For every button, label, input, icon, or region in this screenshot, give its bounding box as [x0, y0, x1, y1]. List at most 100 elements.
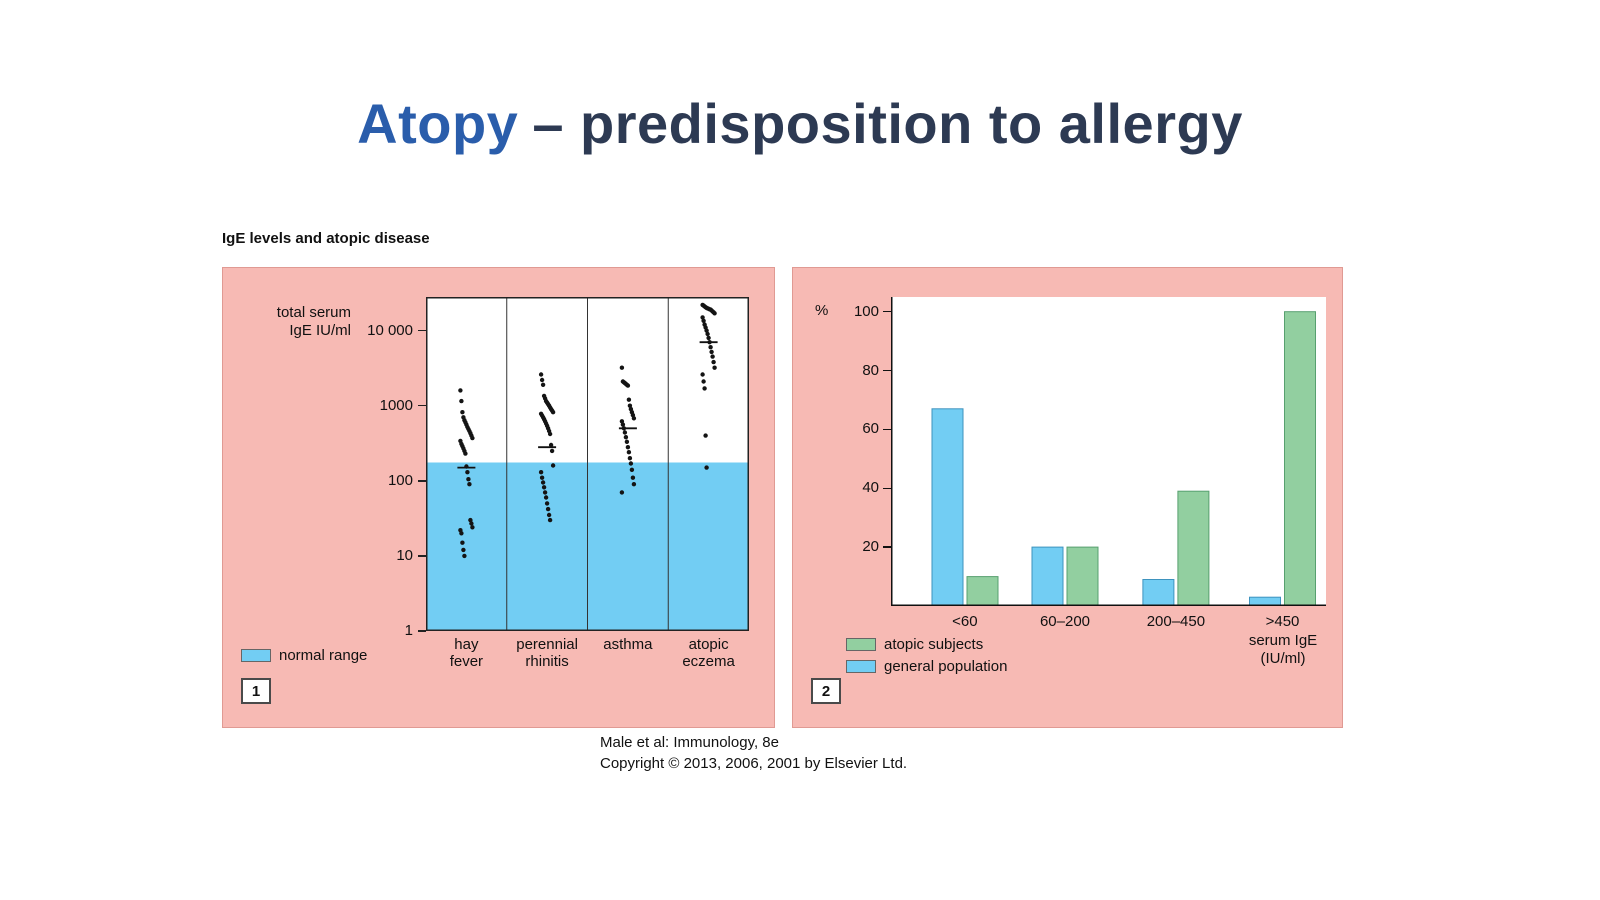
x-category-label: perennial rhinitis — [516, 636, 578, 670]
data-point — [538, 470, 544, 475]
y-tick — [418, 329, 426, 332]
figure-heading: IgE levels and atopic disease — [222, 230, 430, 247]
data-point — [547, 517, 553, 523]
data-point — [712, 311, 717, 316]
data-point — [701, 379, 706, 384]
data-point — [460, 540, 465, 545]
data-point — [550, 410, 556, 415]
bar-atopic-subjects-1 — [1066, 546, 1099, 606]
data-point — [622, 430, 628, 435]
data-point — [712, 365, 717, 370]
panel-2-number-badge: 2 — [811, 678, 841, 704]
x-category-label: <60 — [952, 613, 978, 630]
atopic-subjects-label: atopic subjects — [884, 636, 984, 653]
data-point — [549, 448, 555, 454]
data-point — [466, 477, 471, 482]
data-point — [619, 490, 625, 495]
data-point — [459, 398, 464, 404]
bar-atopic-subjects-2 — [1177, 490, 1210, 606]
y-tick-label: 100 — [853, 302, 879, 320]
title-rest: – predisposition to allergy — [532, 91, 1243, 155]
data-point — [541, 485, 547, 490]
data-point — [705, 331, 710, 337]
data-point — [619, 419, 625, 424]
title-highlight: Atopy — [357, 91, 519, 155]
data-point — [462, 553, 467, 559]
data-point — [468, 517, 473, 523]
bar-atopic-subjects-0 — [966, 576, 999, 606]
data-point — [463, 451, 468, 456]
y-axis-title: total serum IgE IU/ml — [233, 304, 351, 340]
x-axis-title-line2: (IU/ml) — [1260, 650, 1306, 667]
data-point — [545, 506, 551, 512]
y-tick — [883, 310, 891, 313]
x-category-label: >450 — [1265, 613, 1300, 630]
caption-source: Male et al: Immunology, 8e — [600, 734, 779, 751]
data-point — [458, 388, 463, 393]
data-point — [701, 318, 706, 323]
scatter-chart-area: 1 10 100 1000 10 000 hay fever perennial rhini… — [223, 268, 774, 727]
x-category-label: hay fever — [449, 636, 484, 670]
panel-1-ige-scatter: total serum IgE IU/ml 1 10 100 1000 10 000 ha… — [222, 267, 775, 728]
data-point — [704, 465, 709, 470]
data-point — [467, 482, 472, 487]
y-tick-label: 10 — [396, 546, 413, 564]
data-point — [709, 349, 714, 355]
data-point — [710, 354, 715, 359]
data-point — [540, 382, 546, 387]
data-point — [623, 435, 629, 440]
data-point — [628, 461, 634, 466]
data-point — [625, 383, 631, 388]
data-point — [539, 377, 545, 383]
data-point — [625, 445, 631, 450]
data-point — [542, 490, 548, 495]
y-tick — [883, 546, 891, 548]
data-point — [543, 495, 549, 500]
data-point — [548, 442, 554, 448]
y-tick — [418, 480, 426, 482]
data-point — [627, 456, 633, 461]
y-tick-label: 1 — [404, 622, 413, 639]
data-point — [470, 435, 475, 441]
data-point — [704, 328, 709, 333]
bar-general-population-2 — [1142, 579, 1175, 606]
data-point — [539, 475, 545, 480]
data-point — [703, 433, 708, 438]
data-point — [630, 475, 636, 480]
legend-general-population: general population — [846, 658, 1007, 675]
ige-scatter-plot — [426, 297, 749, 631]
data-point — [706, 335, 711, 341]
data-point — [702, 386, 707, 391]
data-point — [538, 372, 544, 377]
legend-normal-range: normal range — [241, 647, 367, 664]
x-axis-title-line1: serum IgE — [1248, 632, 1318, 649]
data-point — [626, 450, 632, 455]
y-tick — [883, 428, 891, 431]
y-axis-title-line1: total serum — [276, 304, 351, 321]
y-axis-title-line2: IgE IU/ml — [289, 322, 351, 339]
x-category-label: 60–200 — [1039, 613, 1091, 630]
y-tick — [418, 404, 426, 407]
y-tick — [883, 369, 891, 372]
normal-range-swatch — [241, 649, 271, 662]
y-tick-label: 60 — [862, 420, 879, 438]
normal-range-label: normal range — [279, 647, 368, 664]
data-point — [470, 525, 475, 530]
data-point — [626, 397, 632, 402]
data-point — [700, 315, 705, 320]
scatter-group-1 — [538, 372, 557, 523]
data-point — [469, 521, 474, 526]
bar-atopic-subjects-3 — [1284, 311, 1316, 606]
bar-general-population-0 — [931, 408, 964, 606]
data-point — [540, 480, 546, 485]
ige-bar-plot — [891, 297, 1326, 606]
general-population-swatch — [846, 660, 876, 673]
data-point — [544, 501, 550, 506]
bar-general-population-1 — [1031, 546, 1064, 606]
x-axis-title: serum IgE (IU/ml) — [1213, 632, 1353, 668]
y-tick-label: 20 — [862, 538, 879, 556]
data-point — [619, 365, 625, 370]
caption-copyright: Copyright © 2013, 2006, 2001 by Elsevier… — [600, 755, 908, 772]
data-point — [631, 416, 637, 421]
